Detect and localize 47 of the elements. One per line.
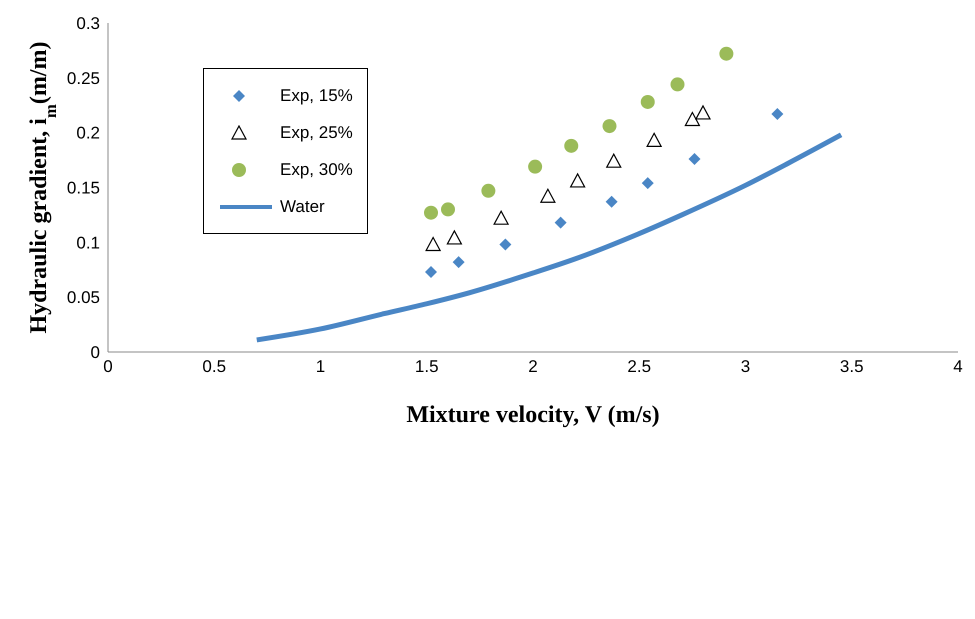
y-tick-label: 0.3 [76, 14, 100, 34]
point [670, 77, 684, 92]
y-tick-label: 0.05 [66, 288, 100, 308]
point [695, 105, 711, 120]
point [719, 46, 734, 61]
point [425, 266, 437, 278]
point [642, 177, 654, 190]
y-tick-label: 0 [90, 343, 100, 362]
point [646, 132, 662, 147]
point [606, 154, 622, 168]
point [564, 138, 578, 153]
point [771, 108, 784, 120]
point [528, 160, 542, 174]
point [481, 184, 496, 198]
y-tick-label: 0.1 [76, 233, 100, 252]
y-tick-label: 0.25 [66, 68, 100, 88]
point [446, 230, 462, 245]
legend-label: Exp, 25% [280, 122, 353, 142]
x-tick-label: 2 [528, 357, 538, 376]
point [570, 173, 586, 188]
point [554, 216, 567, 229]
point [452, 256, 465, 268]
x-tick-label: 1.5 [414, 357, 439, 376]
legend-label: Exp, 30% [280, 160, 353, 180]
legend-label: Water [280, 196, 325, 216]
y-tick-label: 0.15 [66, 178, 100, 198]
point [540, 188, 556, 203]
x-tick-label: 1 [316, 357, 326, 376]
y-tick-label: 0.2 [76, 124, 100, 143]
point [684, 112, 700, 126]
x-axis-title: Mixture velocity, V (m/s) [406, 402, 660, 428]
x-tick-label: 4 [953, 357, 963, 376]
x-tick-label: 2.5 [627, 357, 652, 376]
x-tick-label: 3 [740, 357, 750, 376]
point [494, 210, 509, 225]
point [606, 196, 618, 208]
x-tick-label: 0 [103, 357, 113, 376]
point [441, 202, 455, 216]
point [424, 206, 438, 220]
x-tick-label: 3.5 [840, 357, 864, 376]
point [426, 236, 441, 252]
point [640, 94, 655, 109]
legend-label: Exp, 15% [280, 86, 353, 106]
point [602, 119, 616, 134]
x-tick-label: 0.5 [202, 357, 226, 376]
point [688, 152, 700, 165]
point [499, 238, 512, 251]
